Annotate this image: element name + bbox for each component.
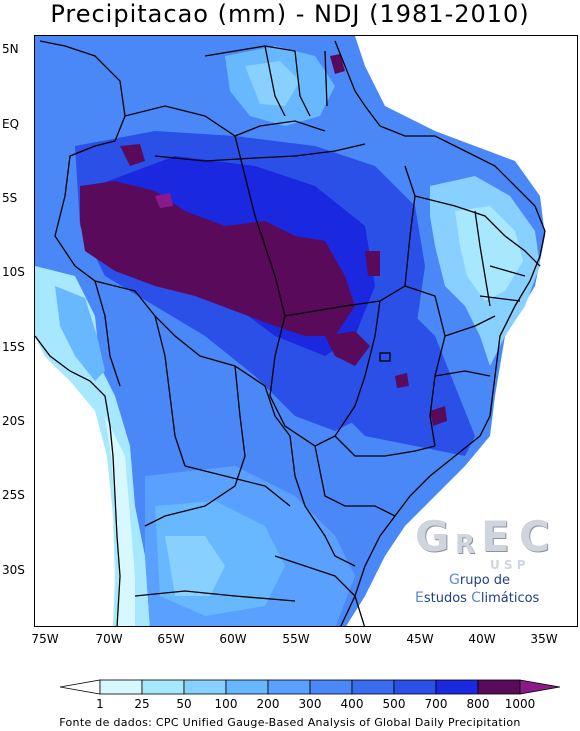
- precip-maximum: [215, 251, 335, 326]
- lat-label: 10S: [2, 265, 25, 279]
- logo-letter: G: [415, 512, 450, 561]
- colorbar-label: 1000: [504, 697, 536, 711]
- logo-line-1: Grupo de: [449, 572, 510, 588]
- lat-label: 5S: [2, 191, 18, 205]
- precip-maximum: [330, 54, 345, 74]
- lat-label: 15S: [2, 340, 25, 354]
- lon-label: 45W: [406, 632, 434, 646]
- grec-logo: G R E C U S P Grupo de Estudos Climático…: [415, 512, 565, 612]
- logo-cap: E: [415, 590, 424, 606]
- very-light-band: [105, 416, 135, 626]
- colorbar-cell: [267, 679, 311, 695]
- colorbar-cell: [435, 679, 479, 695]
- colorbar-cell: [393, 679, 437, 695]
- light-band: [55, 286, 105, 381]
- colorbar: [60, 679, 560, 695]
- colorbar-cell: [351, 679, 395, 695]
- colorbar-cell: [183, 679, 227, 695]
- precip-maximum: [120, 144, 145, 166]
- colorbar-label: 400: [340, 697, 364, 711]
- lat-label: 30S: [2, 563, 25, 577]
- colorbar-cell: [519, 679, 560, 695]
- precipitation-map: [34, 35, 578, 627]
- colorbar-cell: [99, 679, 143, 695]
- lon-label: 70W: [95, 632, 123, 646]
- colorbar-cell: [60, 679, 101, 695]
- lon-label: 50W: [344, 632, 372, 646]
- colorbar-label: 100: [214, 697, 238, 711]
- colorbar-label: 300: [298, 697, 322, 711]
- colorbar-label: 25: [134, 697, 150, 711]
- colorbar-label: 700: [424, 697, 448, 711]
- logo-letter: E: [481, 512, 510, 561]
- lon-label: 60W: [219, 632, 247, 646]
- map-canvas: [35, 36, 577, 626]
- colorbar-label: 200: [256, 697, 280, 711]
- lat-label: 5N: [2, 42, 19, 56]
- logo-letter: R: [455, 530, 476, 560]
- colorbar-label: 50: [176, 697, 192, 711]
- colorbar-label: 1: [96, 697, 104, 711]
- logo-text: rupo de: [459, 573, 511, 588]
- colorbar-cell: [225, 679, 269, 695]
- logo-cap: C: [471, 590, 481, 606]
- precip-maximum: [365, 251, 380, 276]
- lon-label: 40W: [468, 632, 496, 646]
- map-title: Precipitacao (mm) - NDJ (1981-2010): [50, 0, 530, 28]
- lat-label: 25S: [2, 488, 25, 502]
- precip-maximum: [395, 373, 409, 388]
- colorbar-label: 800: [466, 697, 490, 711]
- logo-letter: C: [519, 512, 550, 561]
- colorbar-cell: [477, 679, 521, 695]
- colorbar-cell: [141, 679, 185, 695]
- lon-label: 35W: [530, 632, 558, 646]
- logo-cap: G: [449, 572, 460, 588]
- mid-region: [165, 536, 225, 596]
- logo-text: limáticos: [480, 591, 540, 606]
- precip-maximum: [325, 331, 370, 366]
- lat-label: 20S: [2, 414, 25, 428]
- precip-maximum: [430, 406, 447, 426]
- logo-line-2: Estudos Climáticos: [415, 590, 539, 606]
- logo-usp: U S P: [490, 558, 526, 572]
- colorbar-cell: [309, 679, 353, 695]
- colorbar-label: 500: [382, 697, 406, 711]
- logo-text: studos: [423, 591, 472, 606]
- dry-region: [455, 206, 523, 301]
- lon-label: 55W: [282, 632, 310, 646]
- data-source: Fonte de dados: CPC Unified Gauge-Based …: [59, 716, 521, 729]
- lon-label: 75W: [31, 632, 59, 646]
- borders: [35, 40, 546, 626]
- lat-label: EQ: [2, 117, 20, 131]
- lon-label: 65W: [157, 632, 185, 646]
- precip-maximum: [155, 193, 173, 208]
- ocean-area: [346, 36, 577, 626]
